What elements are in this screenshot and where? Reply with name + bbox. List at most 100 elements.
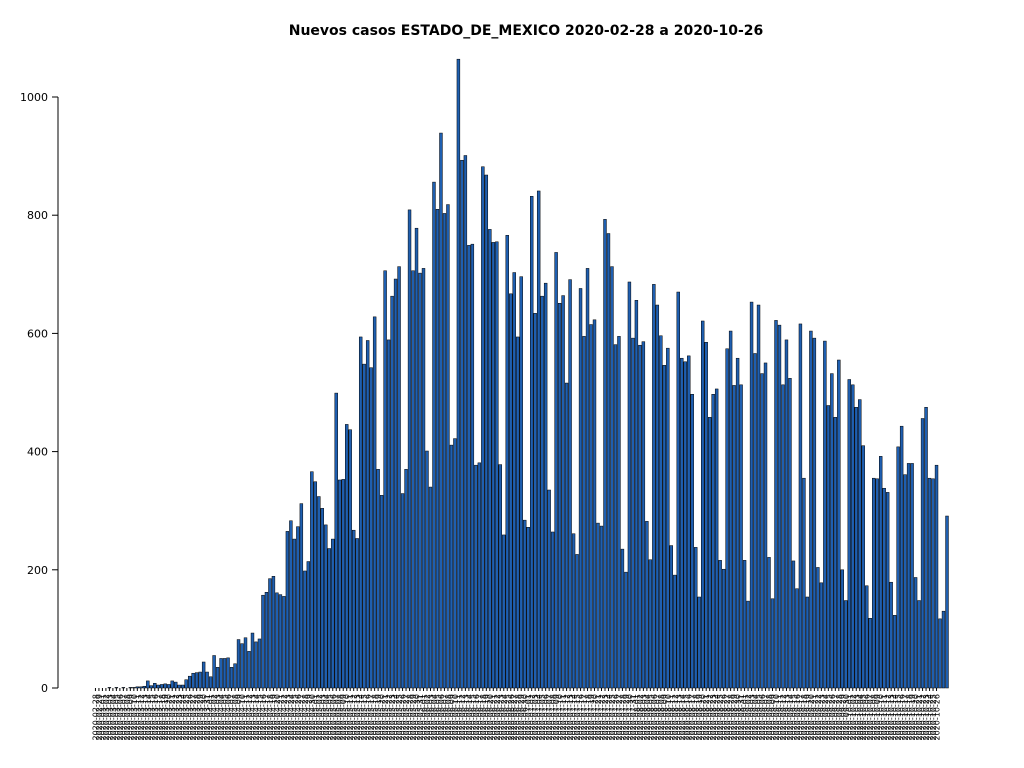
x-tick-label: 2020-07-02: [528, 694, 537, 741]
bar-2020-08-07: [655, 304, 660, 689]
bar-2020-04-08: [233, 663, 237, 689]
x-tick-label: 2020-04-16: [259, 694, 268, 741]
bar-2020-03-29: [198, 671, 202, 689]
x-tick-label: 2020-06-14: [465, 694, 474, 741]
bar-2020-04-22: [282, 596, 286, 689]
x-tick-label: 2020-06-30: [521, 694, 530, 741]
x-tick-label: 2020-09-01: [741, 694, 750, 741]
bar-2020-09-22: [816, 567, 820, 689]
bar-2020-05-23: [390, 295, 394, 689]
x-tick-label: 2020-07-12: [563, 694, 572, 741]
bar-2020-05-03: [320, 508, 324, 689]
x-tick-label: 2020-08-04: [643, 694, 652, 741]
x-tick-label: 2020-04-30: [308, 694, 317, 741]
bar-2020-06-27: [512, 272, 516, 689]
bar-2020-03-11: [135, 686, 140, 689]
bar-2020-07-28: [620, 548, 625, 689]
x-tick-label: 2020-10-10: [877, 694, 886, 741]
x-tick-label: 2020-04-17: [262, 694, 271, 741]
x-tick-label: 2020-08-11: [667, 694, 676, 741]
bar-2020-04-20: [275, 592, 279, 689]
bar-2020-10-24: [927, 477, 932, 689]
bar-2020-08-31: [739, 384, 743, 689]
x-tick-label: 2020-08-22: [706, 694, 715, 741]
bar-2020-07-25: [610, 266, 614, 689]
x-tick-label: 2020-05-10: [343, 694, 352, 741]
x-tick-label: 2020-03-15: [147, 694, 156, 741]
x-tick-label: 2020-03-08: [123, 694, 132, 741]
bar-2020-06-13: [463, 155, 468, 689]
bar-2020-09-06: [760, 373, 764, 689]
x-tick-label: 2020-10-12: [884, 694, 893, 741]
bar-2020-04-27: [299, 503, 304, 689]
bar-2020-05-04: [324, 524, 328, 689]
bar-2020-05-05: [327, 548, 331, 689]
bar-2020-08-29: [732, 385, 736, 689]
bar-2020-07-18: [585, 268, 590, 689]
bar-2020-04-29: [306, 561, 311, 689]
bar-2020-10-12: [885, 492, 890, 689]
bar-2020-05-31: [418, 272, 422, 689]
x-tick-label: 2020-05-04: [322, 694, 331, 741]
bars: [107, 58, 949, 689]
x-tick-label: 2020-05-07: [332, 694, 341, 741]
x-tick-label: 2020-10-09: [873, 694, 882, 741]
x-tick-label: 2020-10-11: [880, 694, 889, 741]
x-tick-label: 2020-05-14: [357, 694, 366, 741]
bar-2020-05-02: [317, 496, 321, 689]
bar-2020-03-15: [149, 685, 153, 689]
x-tick-label: 2020-06-02: [423, 694, 432, 741]
bar-2020-04-11: [243, 637, 248, 689]
bar-2020-10-06: [865, 585, 869, 689]
x-tick-label: 2020-08-25: [716, 694, 725, 741]
bar-2020-07-24: [606, 233, 611, 689]
bar-2020-10-10: [879, 456, 883, 689]
bar-2020-04-17: [264, 592, 269, 689]
bar-2020-07-02: [530, 196, 534, 689]
x-tick-label: 2020-08-08: [657, 694, 666, 741]
x-tick-label: 2020-08-09: [660, 694, 669, 741]
x-tick-label: 2020-06-06: [437, 694, 446, 741]
bar-2020-09-16: [795, 588, 799, 689]
x-tick-label: 2020-06-20: [486, 694, 495, 741]
x-tick-label: 2020-09-06: [758, 694, 767, 741]
x-tick-label: 2020-10-18: [905, 694, 914, 741]
bar-2020-03-25: [184, 679, 188, 689]
bar-2020-10-25: [931, 478, 935, 689]
x-tick-label: 2020-06-29: [517, 694, 526, 741]
bar-2020-06-06: [439, 132, 443, 689]
x-tick-label: 2020-05-19: [374, 694, 383, 741]
bar-2020-07-21: [596, 522, 600, 689]
x-tick-label: 2020-10-05: [859, 694, 868, 741]
x-tick-label: 2020-07-08: [549, 694, 558, 741]
x-tick-label: 2020-10-08: [870, 694, 879, 741]
x-tick-label: 2020-07-11: [559, 694, 568, 741]
bar-2020-09-05: [756, 304, 761, 689]
bar-2020-03-18: [160, 684, 164, 689]
x-tick-label: 2020-04-02: [210, 694, 219, 741]
bar-2020-06-19: [484, 174, 489, 689]
x-tick-label: 2020-03-05: [112, 694, 121, 741]
bar-2020-08-15: [683, 361, 687, 689]
x-tick-label: 2020-10-23: [922, 694, 931, 741]
bar-2020-05-18: [372, 316, 377, 689]
bar-2020-04-30: [310, 471, 314, 689]
bar-2020-08-18: [694, 547, 698, 689]
x-tick-label: 2020-09-29: [838, 694, 847, 741]
x-tick-label: 2020-02-28: [91, 694, 100, 741]
bar-2020-09-12: [781, 384, 785, 689]
bar-2020-06-21: [491, 242, 495, 689]
x-tick-label: 2020-03-16: [151, 694, 160, 741]
bar-2020-04-16: [261, 594, 265, 689]
y-tick-label: 200: [27, 564, 48, 577]
bar-2020-03-20: [167, 684, 171, 689]
bar-2020-03-28: [194, 672, 199, 689]
x-tick-label: 2020-08-16: [685, 694, 694, 741]
x-tick-label: 2020-06-07: [440, 694, 449, 741]
x-tick-label: 2020-05-05: [325, 694, 334, 741]
bar-2020-05-17: [369, 367, 373, 689]
x-tick-label: 2020-03-02: [102, 694, 111, 741]
x-tick-label: 2020-10-16: [898, 694, 907, 741]
x-tick-label: 2020-09-22: [814, 694, 823, 741]
x-tick-label: 2020-09-11: [775, 694, 784, 741]
